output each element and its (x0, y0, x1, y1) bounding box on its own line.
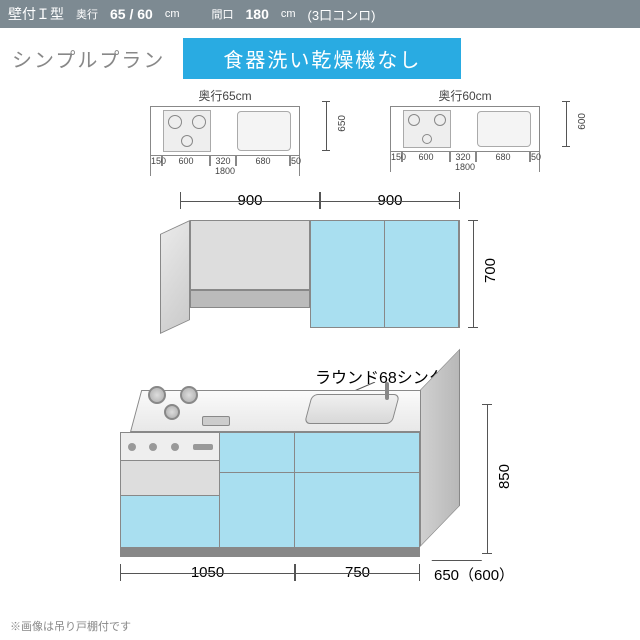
burner-icon (180, 386, 198, 404)
burner-icon (192, 115, 206, 129)
schema-65-stove (163, 110, 211, 152)
schema-65: 奥行65cm 650 150 600 320 680 50 1800 (150, 87, 300, 176)
upper-cabinets: 900 900 700 (120, 192, 640, 342)
header-type: 壁付Ｉ型 (8, 4, 64, 24)
schema-65-title: 奥行65cm (150, 87, 300, 104)
plan-title: シンプルプラン (12, 44, 165, 73)
burner-icon (148, 386, 166, 404)
base-front (120, 432, 420, 547)
burner-icon (168, 115, 182, 129)
range-hood-bottom (190, 290, 310, 308)
burner-icon (422, 134, 432, 144)
schema-65-box (150, 106, 300, 156)
base-panel-sink (295, 433, 419, 546)
schema-60-box (390, 106, 540, 152)
oven-door (121, 461, 219, 496)
header-depth-value: 65 / 60 (110, 6, 153, 22)
schema-65-sink (237, 111, 291, 151)
header-bar: 壁付Ｉ型 奥行 65 / 60 cm 間口 180 cm (3口コンロ) (0, 0, 640, 28)
burner-icon (181, 135, 193, 147)
schema-60-title: 奥行60cm (390, 87, 540, 104)
upper-height-dim: 700 (468, 220, 478, 328)
schema-65-depth-dim: 650 (322, 101, 330, 151)
base-foot (120, 547, 420, 557)
base-panel-mid (220, 433, 295, 546)
base-depth-dim: 650（600） (428, 560, 478, 570)
cabinet-door (311, 221, 385, 327)
range-hood-front (190, 220, 310, 290)
schema-65-bottom-dims: 150 600 320 680 50 (150, 156, 300, 166)
header-depth-unit: cm (165, 8, 180, 20)
schema-65-total-dim: 1800 (150, 166, 300, 176)
drawer (295, 473, 419, 548)
header-width-note: (3口コンロ) (308, 5, 376, 24)
base-panel-stove (121, 433, 220, 546)
burner-icon (164, 404, 180, 420)
range-hood-side (160, 220, 190, 334)
top-schemas: 奥行65cm 650 150 600 320 680 50 1800 (150, 87, 640, 176)
base-height-dim: 850 (482, 404, 492, 554)
base-cabinets: ラウンド68シンク (90, 372, 640, 592)
schema-60-total-dim: 1800 (390, 162, 540, 172)
stove-knobs (121, 433, 219, 461)
drawer (220, 433, 294, 473)
cabinet-door (385, 221, 459, 327)
header-width-label: 間口 (212, 6, 234, 22)
header-depth-label: 奥行 (76, 6, 98, 22)
schema-60-depth-dim: 600 (562, 101, 570, 147)
header-width-unit: cm (281, 8, 296, 20)
drawer (220, 473, 294, 548)
footnote: ※画像は吊り戸棚付です (10, 618, 131, 634)
stove-controls (202, 416, 230, 426)
schema-60-stove (403, 110, 451, 148)
plan-row: シンプルプラン 食器洗い乾燥機なし (12, 38, 640, 79)
burner-icon (408, 114, 420, 126)
stove-top (140, 384, 235, 424)
burner-icon (434, 114, 446, 126)
faucet-icon (385, 382, 389, 400)
drawer (295, 433, 419, 473)
header-width-value: 180 (246, 6, 269, 22)
drawer (121, 496, 219, 548)
plan-badge: 食器洗い乾燥機なし (183, 38, 461, 79)
wall-cabinet (310, 220, 460, 328)
upper-top-dims: 900 900 (180, 192, 640, 209)
schema-60-bottom-dims: 150 600 320 680 50 (390, 152, 540, 162)
schema-60-sink (477, 111, 531, 147)
schema-60: 奥行60cm 600 150 600 320 680 50 1800 (390, 87, 540, 176)
